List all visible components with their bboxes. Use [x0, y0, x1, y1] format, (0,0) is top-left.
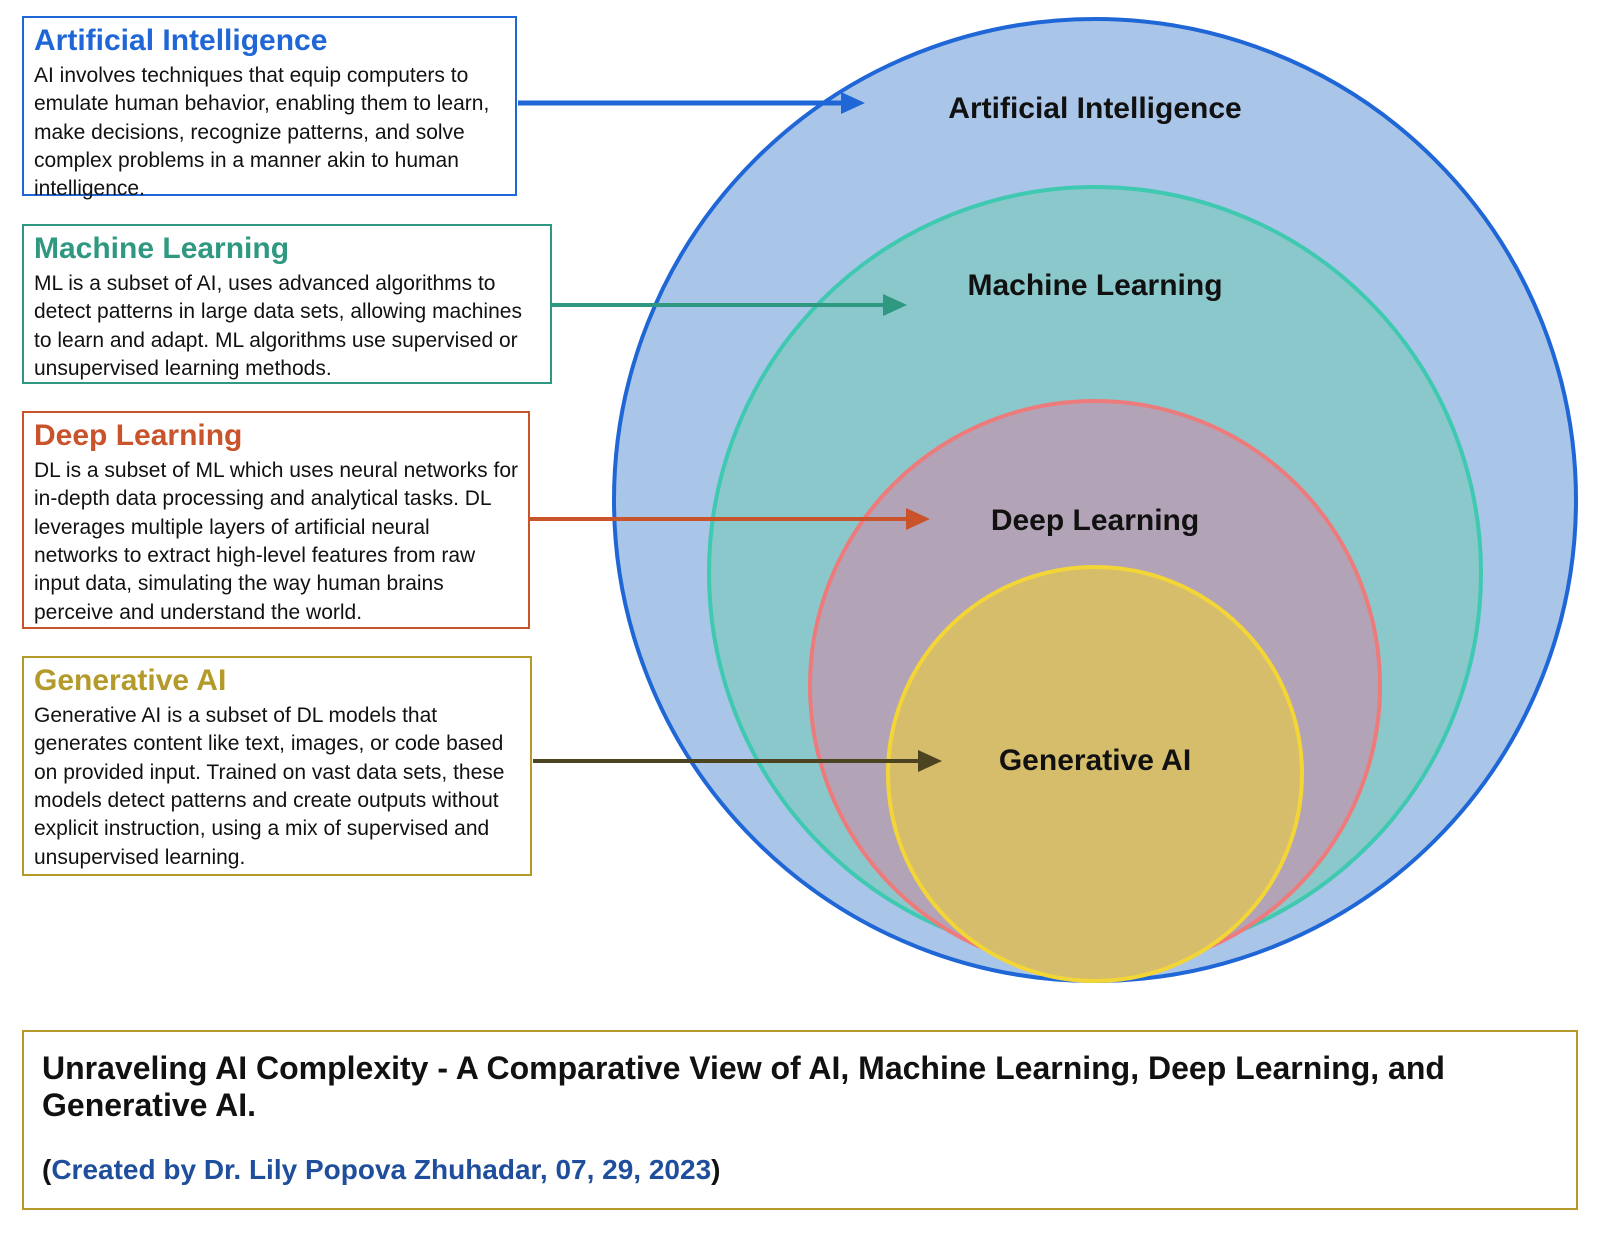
circle-label-gen: Generative AI	[999, 744, 1191, 778]
legend-body-dl: DL is a subset of ML which uses neural n…	[34, 457, 518, 627]
caption-box: Unraveling AI Complexity - A Comparative…	[22, 1030, 1578, 1210]
legend-title-gen: Generative AI	[34, 664, 520, 698]
legend-title-ml: Machine Learning	[34, 232, 540, 266]
circle-label-ai: Artificial Intelligence	[948, 92, 1241, 126]
arrow-head-dl	[906, 508, 930, 530]
legend-body-ai: AI involves techniques that equip comput…	[34, 62, 505, 204]
circle-label-dl: Deep Learning	[991, 504, 1199, 538]
circle-ai	[614, 19, 1576, 981]
byline-link: Created by Dr. Lily Popova Zhuhadar, 07,…	[51, 1154, 711, 1185]
legend-box-ml: Machine Learning ML is a subset of AI, us…	[22, 224, 552, 384]
caption-title: Unraveling AI Complexity - A Comparative…	[42, 1050, 1558, 1124]
arrow-head-ml	[883, 294, 907, 316]
legend-box-dl: Deep Learning DL is a subset of ML which …	[22, 411, 530, 629]
caption-byline: (Created by Dr. Lily Popova Zhuhadar, 07…	[42, 1154, 1558, 1186]
legend-box-ai: Artificial IntelligenceAI involves techn…	[22, 16, 517, 196]
arrow-head-gen	[918, 750, 942, 772]
byline-prefix: (	[42, 1154, 51, 1185]
arrow-head-ai	[841, 92, 865, 114]
legend-title-ai: Artificial Intelligence	[34, 24, 505, 58]
legend-body-gen: Generative AI is a subset of DL models t…	[34, 702, 520, 872]
circle-dl	[810, 401, 1380, 971]
byline-suffix: )	[711, 1154, 720, 1185]
diagram-canvas: Artificial Intelligence Machine Learning D…	[0, 0, 1600, 1236]
legend-body-ml: ML is a subset of AI, uses advanced algo…	[34, 270, 540, 383]
circle-label-ml: Machine Learning	[967, 269, 1222, 303]
legend-title-dl: Deep Learning	[34, 419, 518, 453]
legend-box-gen: Generative AI Generative AI is a subset o…	[22, 656, 532, 876]
